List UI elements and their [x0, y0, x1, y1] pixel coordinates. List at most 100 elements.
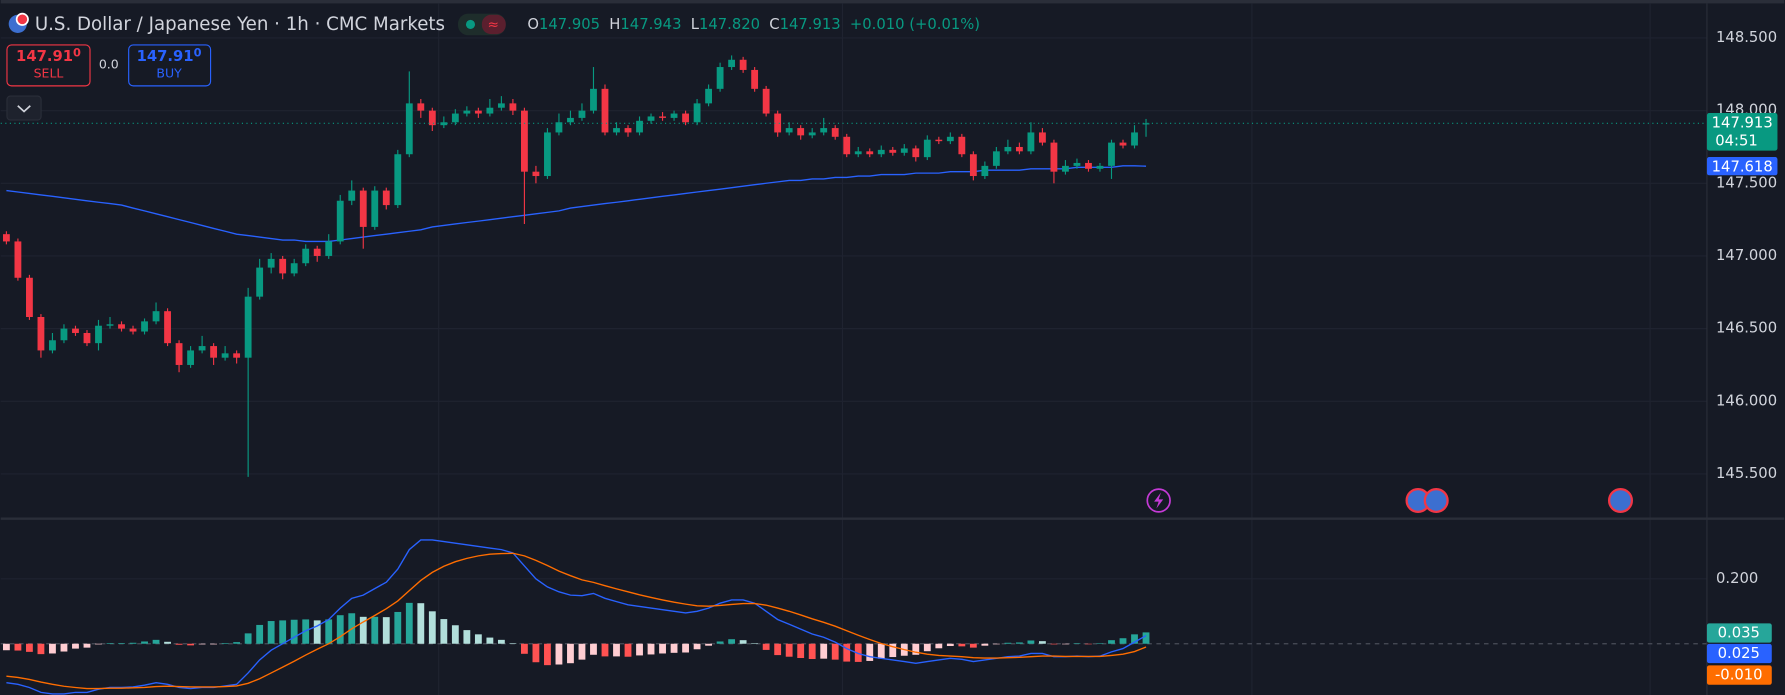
histogram-bar [106, 643, 114, 644]
sell-price: 147.910 [16, 45, 81, 64]
candle-body [751, 69, 759, 89]
histogram-bar [221, 643, 229, 644]
signal-badge [1706, 665, 1772, 685]
bar-countdown: 04:51 [1715, 132, 1758, 149]
histogram-bar [1050, 643, 1058, 645]
candle-body [2, 234, 10, 242]
candle-body [866, 151, 874, 155]
y-tick-label: 146.500 [1716, 320, 1777, 337]
candle-body [509, 103, 517, 111]
macd-badge-label: 0.025 [1718, 645, 1760, 662]
symbol-flag-jp [15, 12, 29, 26]
candle-body [129, 328, 137, 332]
y-tick-label: 147.000 [1716, 247, 1777, 264]
histogram-bar [797, 643, 805, 659]
us-event-icon[interactable] [1607, 487, 1633, 514]
candle-body [244, 296, 252, 358]
histogram-bar [601, 643, 609, 657]
candle-body [1108, 142, 1115, 166]
candle-body [1004, 146, 1012, 152]
candle-body [728, 59, 736, 68]
histogram-bar [820, 643, 828, 659]
buy-button[interactable] [128, 44, 212, 87]
candle-body [567, 117, 574, 123]
candle-body [958, 136, 966, 155]
histogram-bar [693, 643, 701, 650]
market-status [465, 19, 476, 30]
candle-body [1073, 162, 1081, 166]
histogram-bar [382, 617, 390, 644]
histogram-bar [532, 643, 540, 663]
candle-body [935, 139, 943, 142]
collapse-button[interactable] [6, 95, 42, 121]
histogram-bar [325, 619, 333, 644]
histogram-bar [417, 603, 425, 644]
histogram-badge-label: 0.035 [1718, 625, 1760, 642]
candle-body [774, 113, 782, 133]
histogram-bar [659, 643, 666, 654]
candle-body [1050, 142, 1058, 172]
candle-body [348, 190, 356, 201]
histogram-bar [728, 639, 736, 644]
y-tick-label: 146.000 [1716, 392, 1777, 409]
histogram-bar [233, 642, 241, 644]
candle-body [900, 148, 908, 153]
candle-body [1085, 162, 1092, 169]
sell-price-pip: 0 [73, 45, 81, 59]
histogram-bar [210, 643, 218, 645]
histogram-bar [164, 641, 171, 644]
candle-body [187, 350, 194, 365]
candle-body [463, 110, 471, 114]
histogram-bar [1027, 640, 1035, 644]
candle-body [256, 267, 264, 297]
candle-body [325, 241, 333, 256]
histogram-bar [95, 643, 102, 645]
histogram-bar [359, 616, 367, 644]
candle-body [716, 67, 724, 89]
candle-body [359, 190, 367, 227]
histogram-bar [923, 643, 931, 652]
histogram-bar [567, 643, 574, 664]
candle-body [1096, 165, 1104, 169]
candle-body [382, 190, 390, 206]
candle-body [946, 136, 954, 142]
histogram-bar [1119, 638, 1127, 644]
histogram-bar [1131, 634, 1138, 644]
candle-body [843, 136, 851, 155]
delay-status [481, 14, 506, 35]
candle-body [106, 324, 114, 326]
histogram-bar [774, 643, 782, 656]
histogram-bar [1142, 632, 1150, 644]
histogram-bar [509, 643, 517, 644]
candle-body [37, 317, 45, 351]
candle-body [992, 151, 1000, 166]
candle-body [601, 88, 609, 133]
histogram-bar [371, 616, 379, 644]
histogram-bar [440, 619, 448, 644]
candle-body [889, 149, 897, 153]
histogram-bar [992, 643, 1000, 645]
buy-price-main: 147.91 [137, 48, 194, 65]
histogram-bar [831, 643, 839, 660]
candle-body [693, 103, 701, 123]
candle-body [1027, 132, 1035, 152]
y-tick-label: 147.500 [1716, 174, 1777, 191]
close-label: C [769, 16, 779, 33]
histogram-bar [394, 611, 402, 644]
sell-button[interactable] [6, 44, 91, 87]
symbol-title[interactable]: U.S. Dollar / Japanese Yen · 1h · CMC Ma… [35, 14, 445, 35]
candle-body [624, 128, 632, 133]
histogram-bar [958, 643, 966, 647]
candle-body [394, 154, 402, 206]
us-event-icon[interactable] [1423, 487, 1449, 514]
histogram-bar [187, 643, 194, 646]
histogram-bar [72, 643, 79, 649]
current-price-label: 147.913 [1712, 114, 1773, 131]
candle-body [1119, 142, 1127, 146]
histogram-bar [198, 643, 206, 645]
histogram-bar [141, 641, 148, 644]
signal-badge-label: -0.010 [1715, 667, 1763, 684]
sell-label: SELL [34, 65, 64, 80]
